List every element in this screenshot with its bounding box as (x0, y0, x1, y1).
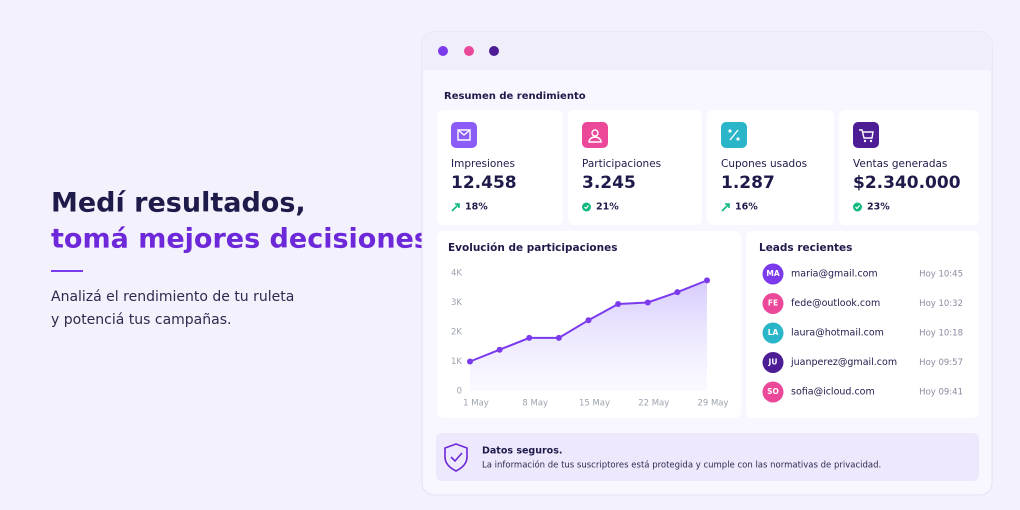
shield-check (450, 452, 463, 463)
lead-email: laura@hotmail.com (791, 328, 884, 339)
hero-text: Analizá el rendimiento de tu ruleta (51, 289, 294, 305)
card-icon-glyph (869, 139, 873, 143)
window-dot (438, 46, 448, 56)
trend-badge-check (584, 205, 589, 210)
avatar-initials: FE (768, 299, 778, 308)
window-dot (464, 46, 474, 56)
point (704, 277, 710, 284)
card-icon-glyph (591, 129, 599, 137)
point (615, 300, 622, 307)
lead-email: fede@outlook.com (791, 298, 880, 309)
x-tick-label: 22 May (638, 399, 669, 409)
lead-time: Hoy 10:18 (919, 329, 963, 339)
chart-title: Evolución de participaciones (448, 242, 617, 254)
point (467, 358, 473, 365)
card-label: Ventas generadas (853, 158, 947, 170)
x-tick-label: 8 May (522, 399, 548, 409)
card-icon-glyph (863, 139, 867, 143)
security-title: Datos seguros. (482, 446, 562, 457)
card-value: 1.287 (721, 173, 775, 193)
y-tick-label: 1K (451, 357, 462, 367)
x-tick-label: 29 May (697, 399, 728, 409)
lead-email: juanperez@gmail.com (790, 357, 897, 368)
card-icon-glyph (728, 129, 732, 133)
card-label: Cupones usados (721, 158, 807, 170)
y-tick-label: 4K (451, 269, 462, 279)
card-value: 12.458 (451, 173, 517, 193)
lead-email: maria@gmail.com (791, 269, 878, 280)
card-value: 3.245 (582, 173, 636, 193)
point (674, 289, 681, 296)
card-change: 23% (867, 202, 890, 213)
window-bar (422, 32, 992, 70)
avatar-initials: LA (768, 328, 779, 337)
hero-title: Medí resultados, (51, 188, 306, 219)
card-icon-glyph (859, 129, 874, 139)
avatar (762, 352, 784, 373)
avatar (762, 263, 784, 285)
card-icon-glyph (457, 129, 471, 141)
security-banner (436, 433, 979, 481)
hero-title: tomá mejores decisiones (51, 224, 430, 255)
card-label: Participaciones (582, 158, 661, 170)
avatar (762, 293, 784, 314)
lead-time: Hoy 09:41 (919, 388, 963, 398)
card-value: $2.340.000 (853, 173, 961, 193)
security-text: La información de tus suscriptores está … (482, 460, 881, 471)
card-label: Impresiones (451, 158, 515, 170)
card-icon-glyph (736, 137, 740, 141)
x-tick-label: 15 May (579, 399, 610, 409)
hero-text: y potenciá tus campañas. (51, 312, 231, 328)
avatar (762, 322, 784, 344)
lead-time: Hoy 09:57 (919, 358, 963, 368)
lead-email: sofia@icloud.com (791, 387, 875, 398)
card-change: 21% (596, 202, 619, 213)
avatar (762, 381, 784, 403)
y-tick-label: 0 (457, 387, 462, 397)
leads-card (746, 231, 979, 418)
point (585, 317, 592, 324)
avatar-initials: JU (768, 358, 778, 367)
trend-arrow (451, 203, 460, 212)
x-tick-label: 1 May (463, 399, 489, 409)
card-icon (853, 122, 879, 148)
point (555, 334, 562, 341)
card-change: 16% (735, 202, 758, 213)
lead-time: Hoy 10:45 (919, 270, 963, 280)
lead-time: Hoy 10:32 (919, 299, 963, 309)
point (496, 346, 503, 353)
window-dot (489, 46, 499, 56)
card-icon-glyph (729, 129, 739, 141)
y-tick-label: 2K (451, 328, 462, 338)
card-change: 18% (465, 202, 488, 213)
trend-arrow (721, 203, 730, 212)
point (644, 299, 651, 306)
y-tick-label: 3K (451, 298, 462, 308)
card-icon (582, 122, 608, 148)
avatar-initials: SO (767, 387, 779, 396)
section-title: Resumen de rendimiento (444, 91, 586, 102)
leads-title: Leads recientes (759, 242, 852, 254)
trend-badge-check (855, 205, 860, 210)
avatar-initials: MA (766, 269, 779, 278)
card-icon-glyph (588, 136, 602, 143)
shield-icon (444, 443, 468, 472)
point (526, 334, 533, 341)
area (470, 280, 707, 391)
